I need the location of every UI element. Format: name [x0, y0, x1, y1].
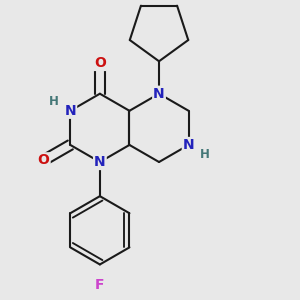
Text: N: N: [94, 155, 106, 169]
Text: F: F: [95, 278, 105, 292]
Text: O: O: [94, 56, 106, 70]
Text: O: O: [38, 153, 50, 167]
Text: H: H: [200, 148, 210, 161]
Text: N: N: [153, 87, 165, 101]
Text: H: H: [49, 95, 59, 108]
Text: N: N: [64, 104, 76, 118]
Text: N: N: [183, 138, 194, 152]
